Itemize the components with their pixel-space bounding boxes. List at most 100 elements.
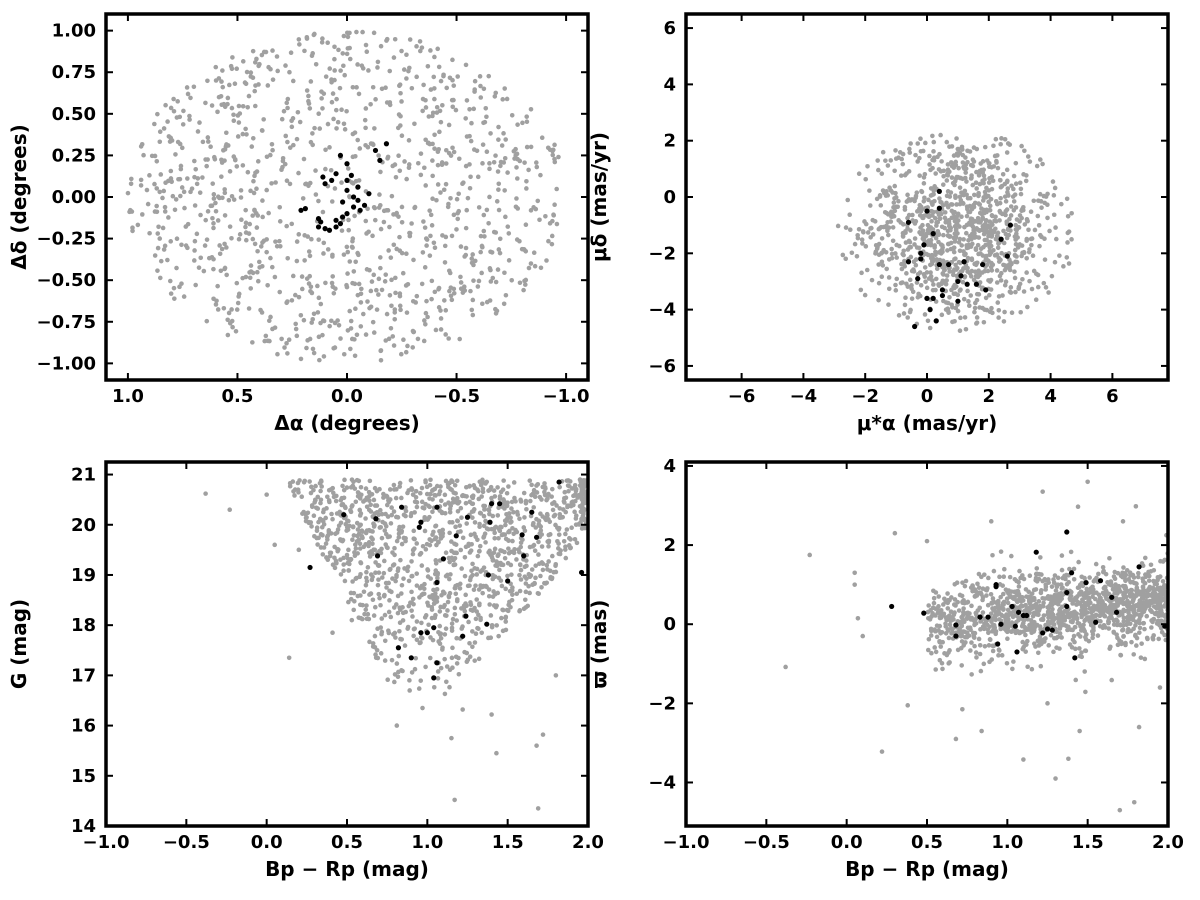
field-star-point bbox=[365, 565, 371, 570]
field-star-point bbox=[1039, 205, 1044, 210]
field-star-point bbox=[401, 576, 406, 581]
field-star-point bbox=[419, 499, 425, 505]
field-star-point bbox=[417, 595, 422, 600]
field-star-point bbox=[357, 507, 363, 513]
field-star-point bbox=[532, 581, 537, 587]
cluster-member-point bbox=[418, 630, 424, 636]
field-star-point bbox=[433, 591, 438, 596]
field-star-point bbox=[299, 274, 305, 279]
x-tick-label: −2 bbox=[851, 386, 879, 407]
field-star-point bbox=[524, 144, 530, 150]
field-star-point bbox=[1133, 593, 1139, 599]
field-star-point bbox=[242, 80, 248, 85]
field-star-point bbox=[527, 478, 533, 483]
field-star-point bbox=[307, 106, 313, 111]
field-star-point bbox=[900, 151, 906, 157]
field-star-point bbox=[396, 653, 402, 659]
field-star-point bbox=[517, 280, 523, 286]
cluster-member-point bbox=[416, 524, 422, 530]
field-star-point bbox=[272, 274, 278, 280]
field-star-point bbox=[471, 507, 477, 512]
y-tick-label: 14 bbox=[71, 816, 96, 837]
field-star-point bbox=[384, 544, 390, 550]
field-star-point bbox=[425, 517, 430, 522]
field-star-point bbox=[192, 203, 198, 208]
field-star-point bbox=[215, 218, 221, 223]
field-star-point bbox=[229, 193, 235, 199]
field-star-point bbox=[977, 305, 982, 310]
field-star-point bbox=[362, 611, 367, 617]
field-star-point bbox=[454, 196, 460, 202]
field-star-point bbox=[280, 164, 285, 170]
field-star-point bbox=[938, 644, 944, 649]
field-star-point bbox=[917, 230, 922, 235]
field-star-point bbox=[363, 607, 369, 612]
field-star-point bbox=[168, 239, 174, 244]
cluster-member-point bbox=[484, 621, 490, 627]
field-star-point bbox=[238, 188, 244, 193]
field-star-point bbox=[942, 215, 948, 221]
field-star-point bbox=[980, 610, 986, 615]
field-star-point bbox=[1021, 172, 1026, 177]
field-star-point bbox=[434, 105, 440, 110]
field-star-point bbox=[424, 484, 430, 490]
field-star-point bbox=[364, 603, 369, 608]
field-star-point bbox=[283, 133, 289, 139]
field-star-point bbox=[478, 249, 483, 255]
field-star-point bbox=[406, 488, 412, 493]
field-star-point bbox=[867, 203, 873, 208]
field-star-point bbox=[518, 577, 524, 582]
field-star-point bbox=[1030, 253, 1036, 258]
field-star-point bbox=[500, 628, 506, 634]
field-star-point bbox=[212, 154, 217, 160]
field-star-point bbox=[390, 334, 396, 339]
field-star-point bbox=[1100, 600, 1105, 605]
field-star-point bbox=[419, 281, 425, 287]
field-star-point bbox=[536, 518, 542, 524]
y-tick-label: −6 bbox=[648, 356, 676, 377]
field-star-point bbox=[1022, 148, 1027, 154]
field-star-point bbox=[166, 215, 171, 220]
field-star-point bbox=[419, 485, 425, 491]
field-star-point bbox=[506, 538, 511, 543]
field-star-point bbox=[313, 168, 318, 173]
field-star-point bbox=[1078, 624, 1083, 629]
field-star-point bbox=[469, 568, 474, 574]
field-star-point bbox=[1082, 669, 1088, 674]
field-star-point bbox=[484, 299, 490, 305]
field-star-point bbox=[215, 283, 220, 289]
field-star-point bbox=[1090, 594, 1095, 600]
field-star-point bbox=[180, 122, 186, 127]
field-star-point bbox=[420, 108, 425, 114]
field-star-point bbox=[1020, 639, 1026, 645]
field-star-point bbox=[450, 57, 455, 63]
field-star-point bbox=[902, 172, 908, 178]
field-star-point bbox=[358, 291, 364, 297]
field-star-point bbox=[1062, 608, 1068, 614]
field-star-point bbox=[489, 624, 495, 630]
field-star-point bbox=[469, 307, 475, 313]
field-star-point bbox=[399, 582, 405, 588]
field-star-point bbox=[460, 624, 465, 629]
field-star-point bbox=[465, 657, 471, 663]
field-star-point bbox=[547, 519, 553, 525]
field-star-point bbox=[936, 282, 941, 287]
cluster-member-point bbox=[505, 578, 511, 584]
field-star-point bbox=[141, 152, 146, 158]
field-star-point bbox=[988, 264, 994, 270]
field-star-point bbox=[378, 602, 383, 608]
field-star-point bbox=[531, 205, 536, 210]
field-star-point bbox=[980, 586, 986, 591]
field-star-point bbox=[442, 510, 448, 516]
field-star-point bbox=[1035, 213, 1041, 219]
field-star-point bbox=[522, 247, 527, 253]
field-star-point bbox=[168, 291, 174, 296]
field-star-point bbox=[581, 500, 586, 505]
field-star-point bbox=[900, 222, 906, 227]
field-star-point bbox=[1042, 257, 1048, 262]
field-star-point bbox=[503, 292, 509, 298]
field-star-point bbox=[1004, 219, 1010, 224]
field-star-point bbox=[360, 616, 365, 622]
field-star-point bbox=[582, 516, 587, 522]
